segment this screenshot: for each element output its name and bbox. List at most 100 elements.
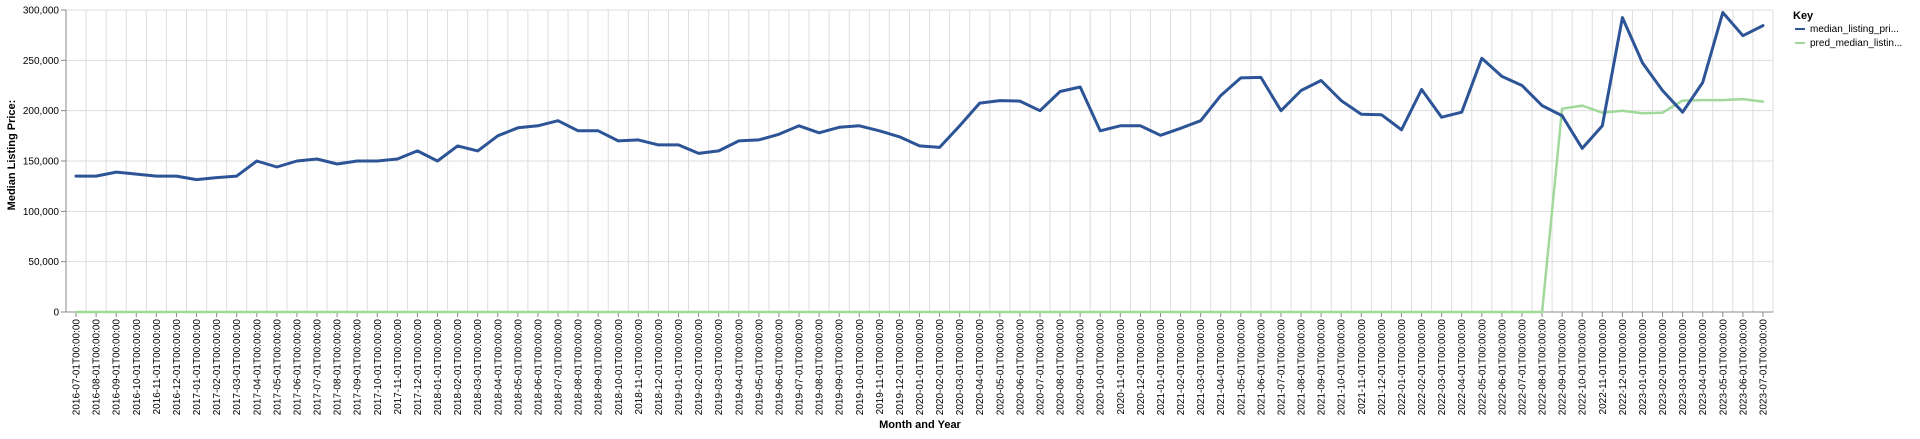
series-line-pred-median-listing-price: [74, 97, 1765, 314]
legend-title: Key: [1793, 10, 1814, 22]
x-tick-label: 2018-11-01T00:00:00: [634, 319, 645, 415]
x-tick-label: 2022-10-01T00:00:00: [1578, 319, 1589, 416]
x-tick-label: 2023-03-01T00:00:00: [1678, 319, 1689, 416]
x-tick-label: 2016-10-01T00:00:00: [132, 319, 143, 416]
x-tick-label: 2022-03-01T00:00:00: [1437, 319, 1448, 416]
x-tick-label: 2022-07-01T00:00:00: [1517, 319, 1528, 416]
x-tick-label: 2021-02-01T00:00:00: [1176, 319, 1187, 416]
x-tick-label: 2016-09-01T00:00:00: [112, 319, 123, 416]
x-tick-label: 2021-11-01T00:00:00: [1357, 319, 1368, 415]
x-tick-label: 2018-01-01T00:00:00: [433, 319, 444, 416]
y-tick-label: 150,000: [23, 157, 60, 168]
x-tick-label: 2018-05-01T00:00:00: [513, 319, 524, 416]
x-tick-label: 2018-10-01T00:00:00: [614, 319, 625, 416]
x-tick-label: 2019-09-01T00:00:00: [835, 319, 846, 416]
x-tick-label: 2020-12-01T00:00:00: [1136, 319, 1147, 416]
x-tick-label: 2018-08-01T00:00:00: [574, 319, 585, 416]
x-tick-label: 2019-02-01T00:00:00: [694, 319, 705, 416]
x-tick-label: 2018-02-01T00:00:00: [453, 319, 464, 416]
x-tick-label: 2023-06-01T00:00:00: [1738, 319, 1749, 416]
x-tick-label: 2022-06-01T00:00:00: [1497, 319, 1508, 416]
y-tick-label: 100,000: [23, 207, 60, 218]
legend-label: pred_median_listin...: [1810, 38, 1902, 49]
x-tick-label: 2019-11-01T00:00:00: [875, 319, 886, 415]
y-axis-title: Median Listing Price:: [6, 100, 18, 211]
x-tick-label: 2020-03-01T00:00:00: [955, 319, 966, 416]
x-tick-label: 2018-04-01T00:00:00: [493, 319, 504, 416]
x-tick-label: 2022-04-01T00:00:00: [1457, 319, 1468, 416]
x-tick-label: 2016-12-01T00:00:00: [172, 319, 183, 416]
x-tick-label: 2019-04-01T00:00:00: [734, 319, 745, 416]
x-tick-label: 2021-01-01T00:00:00: [1156, 319, 1167, 416]
x-tick-label: 2022-09-01T00:00:00: [1558, 319, 1569, 416]
x-tick-label: 2017-03-01T00:00:00: [232, 319, 243, 416]
x-tick-label: 2021-06-01T00:00:00: [1256, 319, 1267, 416]
x-tick-label: 2020-06-01T00:00:00: [1015, 319, 1026, 416]
x-tick-label: 2018-12-01T00:00:00: [654, 319, 665, 416]
x-tick-label: 2019-01-01T00:00:00: [674, 319, 685, 416]
x-axis: 2016-07-01T00:00:00 2016-08-01T00:00:00 20…: [66, 311, 1773, 416]
x-tick-label: 2020-01-01T00:00:00: [915, 319, 926, 416]
gridlines: [65, 9, 1774, 313]
x-tick-label: 2016-11-01T00:00:00: [152, 319, 163, 415]
x-tick-label: 2023-05-01T00:00:00: [1718, 319, 1729, 416]
x-tick-label: 2016-08-01T00:00:00: [92, 319, 103, 416]
x-tick-label: 2017-11-01T00:00:00: [393, 319, 404, 415]
x-tick-label: 2018-07-01T00:00:00: [554, 319, 565, 416]
y-tick-label: 0: [53, 308, 59, 319]
x-tick-label: 2019-03-01T00:00:00: [714, 319, 725, 416]
x-tick-label: 2019-05-01T00:00:00: [754, 319, 765, 416]
x-tick-label: 2017-06-01T00:00:00: [292, 319, 303, 416]
x-tick-label: 2018-06-01T00:00:00: [533, 319, 544, 416]
x-tick-label: 2023-07-01T00:00:00: [1758, 319, 1769, 416]
x-tick-label: 2020-08-01T00:00:00: [1056, 319, 1067, 416]
legend: Key median_listing_pri... pred_median_lis…: [1793, 10, 1902, 49]
x-tick-label: 2019-10-01T00:00:00: [855, 319, 866, 416]
x-tick-label: 2019-07-01T00:00:00: [795, 319, 806, 416]
x-tick-label: 2020-04-01T00:00:00: [975, 319, 986, 416]
x-tick-label: 2017-12-01T00:00:00: [413, 319, 424, 416]
x-tick-label: 2020-09-01T00:00:00: [1076, 319, 1087, 416]
x-tick-label: 2019-06-01T00:00:00: [774, 319, 785, 416]
x-tick-label: 2019-08-01T00:00:00: [815, 319, 826, 416]
x-tick-label: 2021-09-01T00:00:00: [1317, 319, 1328, 416]
y-tick-label: 300,000: [23, 6, 60, 17]
x-tick-label: 2018-09-01T00:00:00: [594, 319, 605, 416]
x-tick-label: 2021-03-01T00:00:00: [1196, 319, 1207, 416]
x-tick-label: 2017-10-01T00:00:00: [373, 319, 384, 416]
x-tick-label: 2021-04-01T00:00:00: [1216, 319, 1227, 416]
x-tick-label: 2021-05-01T00:00:00: [1236, 319, 1247, 416]
y-tick-label: 200,000: [23, 106, 60, 117]
x-tick-label: 2020-11-01T00:00:00: [1116, 319, 1127, 415]
x-tick-label: 2018-03-01T00:00:00: [473, 319, 484, 416]
x-tick-label: 2017-07-01T00:00:00: [313, 319, 324, 416]
x-tick-label: 2017-01-01T00:00:00: [192, 319, 203, 416]
x-tick-label: 2021-07-01T00:00:00: [1276, 319, 1287, 416]
x-tick-label: 2021-10-01T00:00:00: [1337, 319, 1348, 416]
x-tick-label: 2022-11-01T00:00:00: [1598, 319, 1609, 415]
x-tick-label: 2016-07-01T00:00:00: [72, 319, 83, 416]
x-tick-label: 2019-12-01T00:00:00: [895, 319, 906, 416]
series-lines: [74, 11, 1765, 314]
series-line-median-listing-price: [74, 11, 1765, 182]
y-tick-label: 50,000: [28, 257, 59, 268]
x-tick-label: 2022-08-01T00:00:00: [1538, 319, 1549, 416]
x-tick-label: 2020-02-01T00:00:00: [935, 319, 946, 416]
legend-label: median_listing_pri...: [1810, 24, 1899, 35]
x-tick-label: 2022-02-01T00:00:00: [1417, 319, 1428, 416]
x-tick-label: 2022-12-01T00:00:00: [1618, 319, 1629, 416]
x-tick-label: 2023-04-01T00:00:00: [1698, 319, 1709, 416]
x-tick-label: 2022-01-01T00:00:00: [1397, 319, 1408, 416]
x-axis-title: Month and Year: [879, 419, 961, 431]
x-tick-label: 2022-05-01T00:00:00: [1477, 319, 1488, 416]
x-tick-label: 2017-04-01T00:00:00: [252, 319, 263, 416]
x-tick-label: 2017-08-01T00:00:00: [333, 319, 344, 416]
x-tick-label: 2017-02-01T00:00:00: [212, 319, 223, 416]
x-tick-label: 2021-08-01T00:00:00: [1297, 319, 1308, 416]
x-tick-label: 2021-12-01T00:00:00: [1377, 319, 1388, 416]
x-tick-label: 2017-09-01T00:00:00: [353, 319, 364, 416]
x-tick-label: 2020-10-01T00:00:00: [1096, 319, 1107, 416]
x-tick-label: 2023-01-01T00:00:00: [1638, 319, 1649, 416]
x-tick-label: 2017-05-01T00:00:00: [272, 319, 283, 416]
